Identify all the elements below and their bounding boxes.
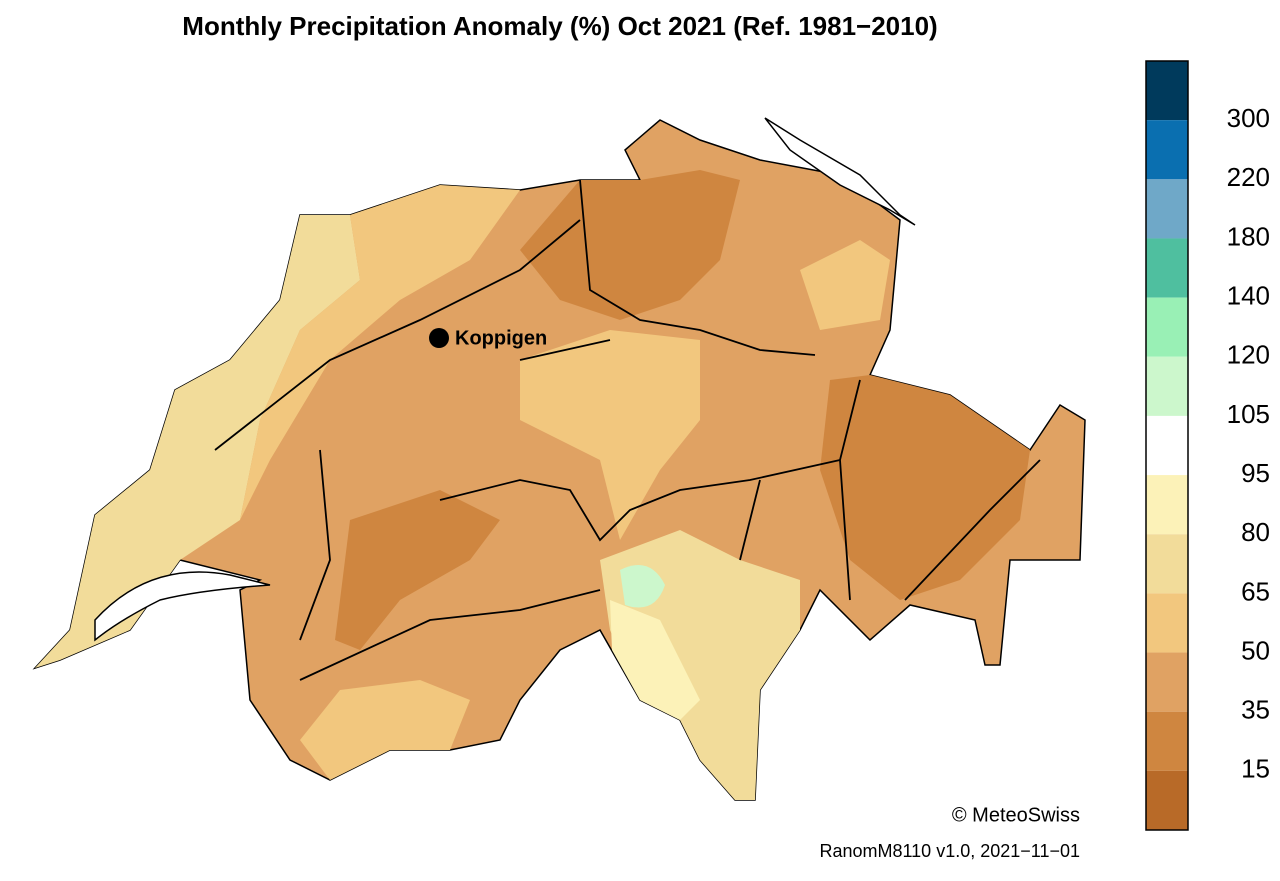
region-center-light	[520, 330, 700, 540]
colorbar-tick-label: 120	[1227, 340, 1270, 370]
colorbar-tick-label: 140	[1227, 280, 1270, 310]
colorbar-bin	[1146, 652, 1188, 712]
colorbar-tick-label: 95	[1241, 458, 1270, 488]
colorbar-tick-label: 220	[1227, 162, 1270, 192]
colorbar-tick-label: 50	[1241, 635, 1270, 665]
colorbar-tick-label: 300	[1227, 103, 1270, 133]
location-marker	[429, 328, 449, 348]
colorbar-bin	[1146, 297, 1188, 357]
colorbar-bin	[1146, 415, 1188, 476]
colorbar-bin	[1146, 179, 1188, 239]
colorbar-tick-label: 65	[1241, 576, 1270, 606]
credit: © MeteoSwiss	[952, 804, 1080, 826]
region-east-dark	[820, 375, 1030, 600]
colorbar-bin	[1146, 770, 1188, 830]
lake-constance	[764, 117, 916, 226]
colorbar: 300 220 180 140 120 105 95 80 65 50 35 15	[1145, 60, 1270, 831]
map-area: Koppigen	[32, 117, 1086, 801]
region-ticino-light	[610, 600, 700, 720]
colorbar-bin	[1146, 238, 1188, 298]
region-west	[35, 215, 360, 668]
region-wet-spot	[620, 565, 665, 608]
colorbar-frame	[1145, 60, 1189, 831]
region-north-light	[240, 185, 520, 520]
region-valais-dark	[335, 490, 500, 650]
location-label: Koppigen	[455, 327, 547, 349]
colorbar-bin	[1146, 475, 1188, 535]
colorbar-bin	[1146, 534, 1188, 594]
map-title: Monthly Precipitation Anomaly (%) Oct 20…	[182, 11, 937, 41]
colorbar-tick-label: 80	[1241, 517, 1270, 547]
colorbar-tick-label: 105	[1227, 399, 1270, 429]
footer: RanomM8110 v1.0, 2021−11−01	[819, 841, 1080, 861]
colorbar-tick-label: 15	[1241, 754, 1270, 784]
region-north-dark	[520, 170, 740, 320]
lake-geneva	[94, 571, 271, 642]
colorbar-tick-label: 180	[1227, 221, 1270, 251]
colorbar-bin	[1146, 711, 1188, 771]
canton-borders	[214, 179, 1041, 681]
colorbar-bin	[1146, 61, 1188, 121]
colorbar-bin	[1146, 593, 1188, 653]
colorbar-bin	[1146, 120, 1188, 180]
region-south-light	[300, 680, 470, 780]
colorbar-bin	[1146, 356, 1188, 416]
region-northeast-light	[800, 240, 890, 330]
colorbar-tick-label: 35	[1241, 695, 1270, 725]
